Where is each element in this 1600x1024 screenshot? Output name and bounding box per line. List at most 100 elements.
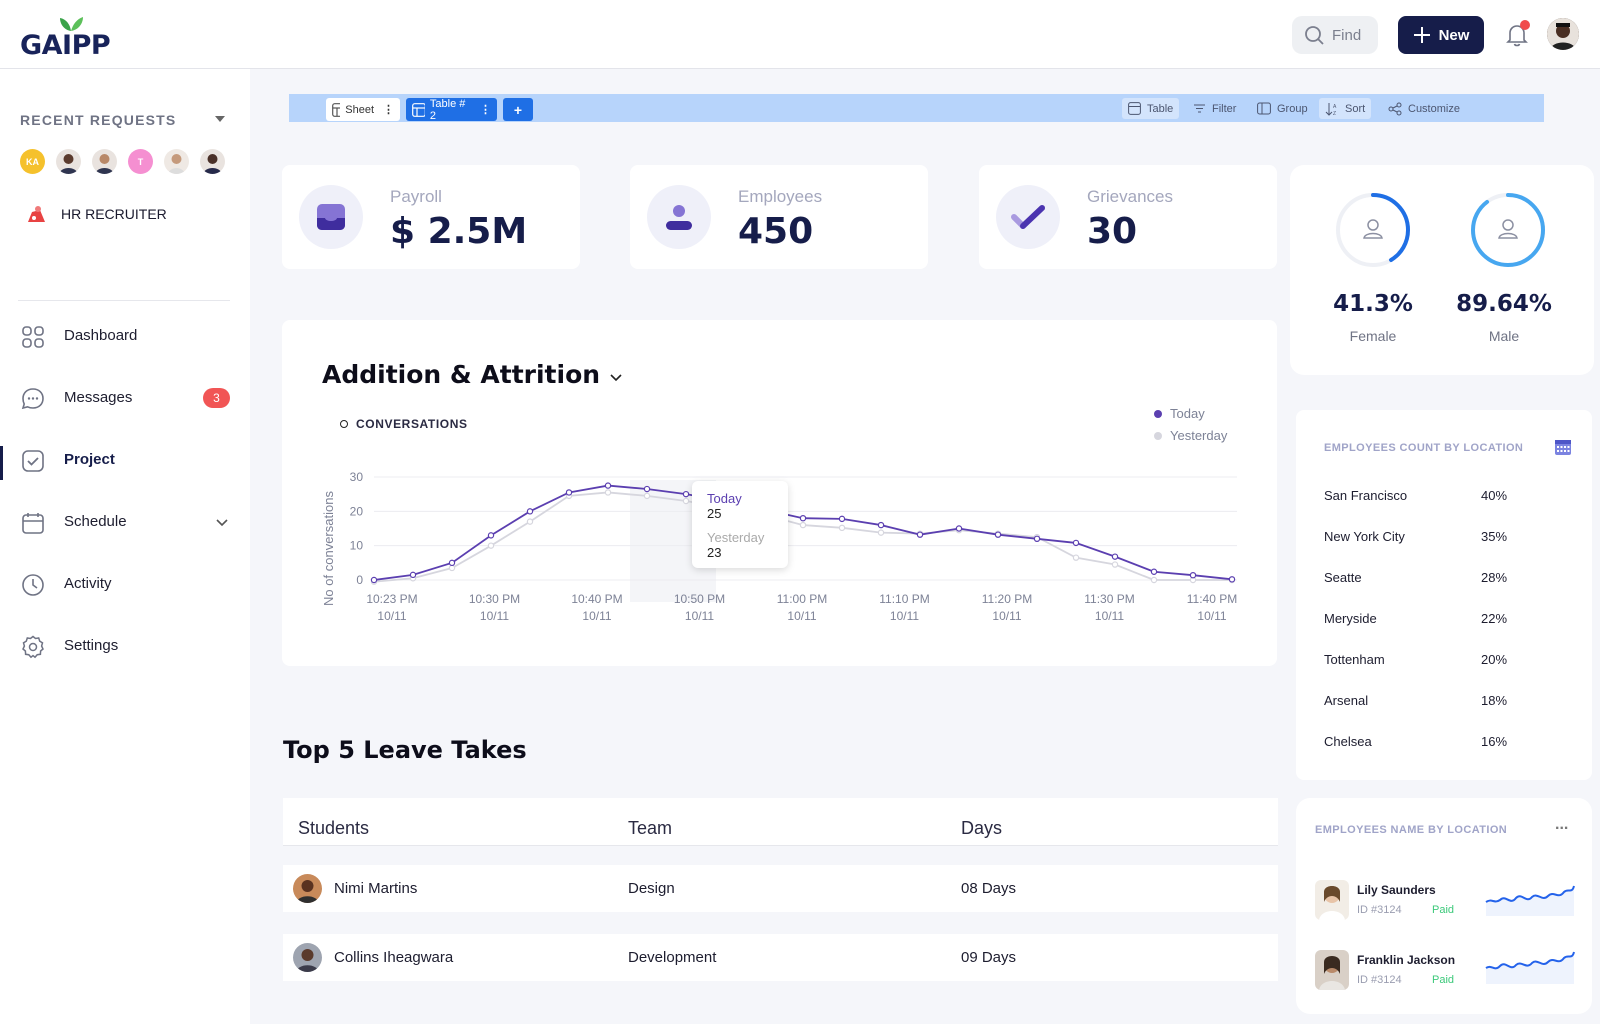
clock-icon [22, 574, 44, 596]
legend-today[interactable]: Today [1154, 406, 1205, 421]
data-point-today [370, 576, 378, 584]
toolbar-filter-button[interactable]: Filter [1187, 98, 1242, 119]
tab-sheet[interactable]: Sheet ⋮ [326, 98, 400, 121]
hr-recruiter[interactable]: HR RECRUITER [25, 204, 167, 224]
sidebar-item-messages[interactable]: Messages [0, 378, 250, 418]
legend-yesterday[interactable]: Yesterday [1154, 428, 1227, 443]
employee-name: Franklin Jackson [1357, 953, 1456, 967]
data-point-today [799, 514, 807, 522]
table-header [283, 798, 1278, 846]
logo[interactable]: GAIPP [20, 14, 120, 61]
female-ring [1336, 193, 1410, 267]
employee-name: Lily Saunders [1357, 883, 1436, 897]
recent-avatar[interactable] [92, 149, 117, 174]
column-header[interactable]: Team [628, 818, 673, 838]
tooltip-today-label: Today [707, 491, 742, 506]
sidebar-divider [18, 300, 230, 301]
table-row[interactable]: Collins Iheagwara Development 09 Days [283, 934, 1278, 981]
column-header[interactable]: Students [298, 818, 370, 838]
avatar-image [1547, 18, 1579, 50]
data-point-yesterday [1111, 561, 1119, 568]
avatar [1315, 950, 1349, 990]
caret-down-icon[interactable] [215, 116, 225, 122]
location-name: San Francisco [1324, 488, 1408, 503]
recent-avatar[interactable] [164, 149, 189, 174]
addition-attrition-card: Addition & Attrition CONVERSATIONS Today… [282, 320, 1277, 666]
student-name: Collins Iheagwara [334, 949, 454, 966]
legend-dot [1154, 431, 1162, 440]
chart-title: Addition & Attrition [322, 360, 601, 389]
new-label: New [1438, 26, 1470, 44]
add-tab-button[interactable]: + [503, 98, 533, 121]
data-point-yesterday [448, 564, 456, 572]
y-tick-label: 10 [350, 539, 364, 553]
location-percentage: 16% [1481, 734, 1508, 749]
svg-text:Z: Z [1333, 111, 1336, 116]
x-tick-label: 10/11 [787, 609, 816, 623]
sidebar-item-schedule[interactable]: Schedule [0, 502, 250, 542]
location-card-title: EMPLOYEES COUNT BY LOCATION [1324, 442, 1524, 454]
series-line-yesterday [373, 491, 1232, 583]
user-outline-icon [1363, 219, 1383, 239]
column-header[interactable]: Days [961, 818, 1003, 838]
chat-icon [21, 388, 44, 410]
y-tick-label: 20 [350, 504, 364, 518]
toolbar-group-button[interactable]: Group [1251, 98, 1314, 119]
bell-icon[interactable] [1505, 22, 1529, 48]
location-percentage: 28% [1481, 570, 1508, 585]
recent-avatar[interactable]: KA [20, 149, 45, 174]
male-label: Male [1488, 328, 1520, 344]
data-point-today [955, 525, 963, 532]
chart-title-group[interactable]: Addition & Attrition [322, 360, 623, 389]
legend-label: Yesterday [1170, 428, 1228, 443]
chevron-down-icon[interactable] [216, 519, 228, 527]
toolbar-table-button[interactable]: Table [1122, 98, 1180, 119]
data-point-yesterday [487, 542, 495, 549]
sidebar-item-dashboard[interactable]: Dashboard [0, 316, 250, 356]
more-vertical-icon[interactable]: ⋮ [383, 104, 394, 116]
data-point-today [1228, 576, 1236, 583]
x-tick-label: 10:40 PM [571, 592, 622, 606]
user-avatar[interactable] [1547, 18, 1579, 50]
new-button[interactable]: New [1398, 16, 1484, 54]
gear-icon [22, 635, 44, 659]
sidebar-item-label: Activity [64, 575, 112, 592]
y-tick-label: 0 [356, 573, 363, 587]
x-tick-label: 10/11 [582, 609, 611, 623]
sidebar-item-label: Messages [64, 389, 133, 406]
kpi-label: Employees [738, 187, 823, 206]
sidebar-item-activity[interactable]: Activity [0, 564, 250, 604]
tooltip-yesterday-label: Yesterday [707, 530, 765, 545]
logo-text: GAIPP [20, 30, 111, 61]
table-row[interactable]: Nimi Martins Design 08 Days [283, 865, 1278, 912]
data-point-today [916, 531, 924, 538]
more-vertical-icon[interactable]: ⋮ [480, 104, 491, 116]
tab-table-2[interactable]: Table # 2 ⋮ [406, 98, 497, 122]
toolbar-action-label: Table [1147, 102, 1174, 115]
data-point-today [994, 531, 1002, 538]
location-name: Arsenal [1324, 693, 1369, 708]
y-axis-label: No of conversations [321, 491, 336, 606]
find-button[interactable]: Find [1292, 16, 1378, 54]
data-point-today [487, 532, 495, 539]
sidebar-item-settings[interactable]: Settings [0, 626, 250, 666]
data-point-today [643, 485, 651, 493]
x-tick-label: 11:00 PM [777, 592, 827, 606]
sidebar-item-label: Project [64, 451, 115, 468]
share-icon [1388, 102, 1402, 115]
plus-icon [1413, 27, 1430, 43]
recent-avatar[interactable]: T [128, 149, 153, 174]
more-icon[interactable]: ... [1555, 816, 1569, 833]
dashboard-icon [22, 326, 44, 348]
avatar [293, 943, 322, 972]
sidebar-item-project[interactable]: Project [0, 440, 250, 480]
x-tick-label: 10:30 PM [469, 592, 520, 606]
toolbar-customize-button[interactable]: Customize [1382, 98, 1466, 119]
calendar-icon[interactable] [1554, 438, 1572, 456]
avatar-image [203, 154, 222, 174]
kpi-label: Payroll [390, 187, 442, 206]
team-name: Design [628, 880, 675, 897]
recent-avatar[interactable] [56, 149, 81, 174]
recent-avatar[interactable] [200, 149, 225, 174]
